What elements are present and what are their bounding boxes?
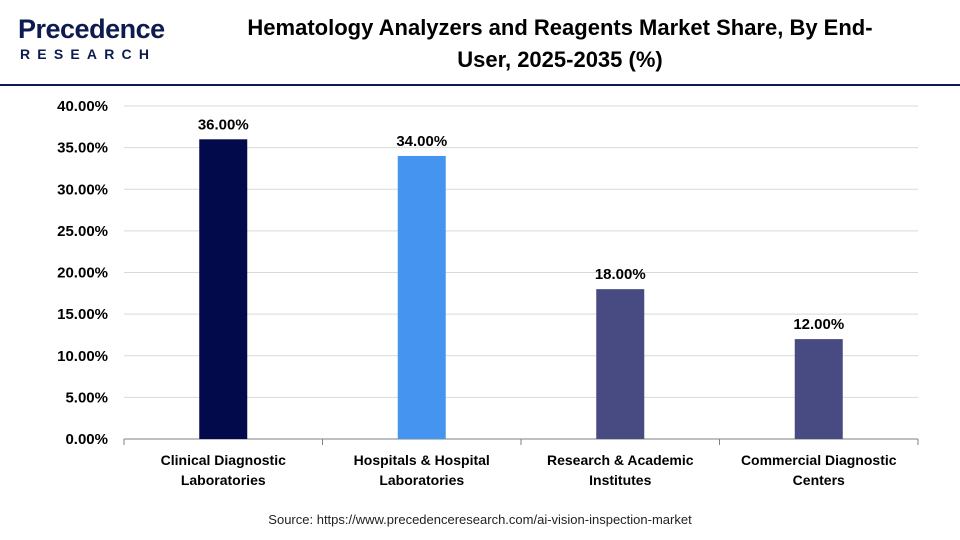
x-category-label: Laboratories: [379, 472, 464, 488]
brand-logo: Precedence RESEARCH: [18, 14, 168, 70]
y-tick-label: 20.00%: [57, 265, 108, 282]
bar: [199, 139, 248, 440]
header-divider: [0, 84, 960, 86]
x-category-label: Laboratories: [181, 472, 266, 488]
y-tick-label: 5.00%: [65, 389, 108, 406]
y-tick-label: 0.00%: [65, 431, 108, 448]
bar: [397, 155, 446, 439]
y-tick-label: 10.00%: [57, 348, 108, 365]
bar-value-label: 34.00%: [396, 133, 447, 150]
x-category-label: Hospitals & Hospital: [354, 452, 490, 468]
chart-title-line-1: Hematology Analyzers and Reagents Market…: [247, 15, 873, 40]
x-category-label: Research & Academic: [547, 452, 694, 468]
x-category-label: Commercial Diagnostic: [741, 452, 897, 468]
y-tick-label: 40.00%: [57, 98, 108, 115]
source-note: Source: https://www.precedenceresearch.c…: [268, 512, 692, 527]
x-category-label: Centers: [793, 472, 845, 488]
bar-chart: 0.00% 5.00% 10.00% 15.00% 20.00% 25.00% 30.00%…: [57, 98, 919, 488]
chart-title-line-2: User, 2025-2035 (%): [457, 47, 663, 72]
y-tick-label: 30.00%: [57, 181, 108, 198]
x-category-label: Clinical Diagnostic: [161, 452, 286, 468]
bar: [596, 289, 645, 439]
bar: [794, 339, 843, 439]
bar-value-label: 18.00%: [595, 266, 646, 283]
brand-subtitle: RESEARCH: [20, 46, 157, 62]
header: Precedence RESEARCH Hematology Analyzers…: [0, 0, 960, 84]
bar-value-label: 12.00%: [793, 316, 844, 333]
y-tick-label: 15.00%: [57, 306, 108, 323]
y-tick-label: 35.00%: [57, 140, 108, 157]
y-tick-label: 25.00%: [57, 223, 108, 240]
brand-wordmark: Precedence: [18, 14, 165, 44]
chart-title: Hematology Analyzers and Reagents Market…: [200, 12, 920, 76]
chart-area: 0.00% 5.00% 10.00% 15.00% 20.00% 25.00% 30.00%…: [0, 86, 960, 540]
bar-value-label: 36.00%: [198, 116, 249, 133]
x-category-label: Institutes: [589, 472, 651, 488]
